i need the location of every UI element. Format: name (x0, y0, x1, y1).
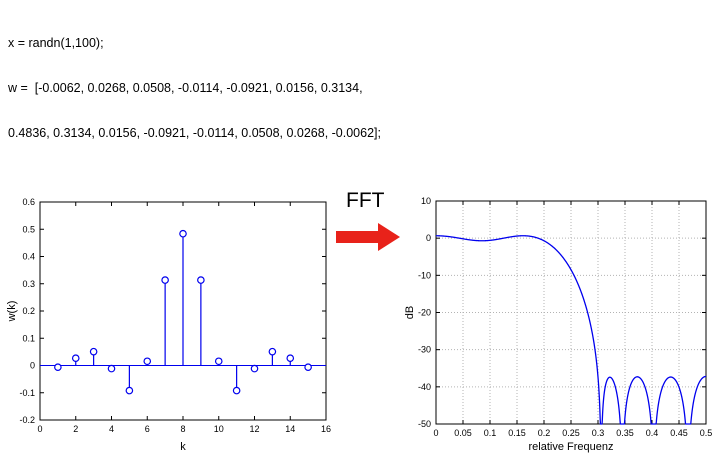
code-line (8, 171, 381, 186)
arrow-head (378, 223, 400, 251)
fft-arrow-icon (336, 221, 400, 253)
svg-text:2: 2 (73, 424, 78, 434)
svg-text:0.1: 0.1 (22, 333, 35, 343)
svg-text:0.1: 0.1 (484, 428, 497, 438)
svg-text:-10: -10 (418, 270, 431, 280)
code-line: x = randn(1,100); (8, 36, 104, 50)
svg-text:0.4: 0.4 (22, 252, 35, 262)
svg-text:16: 16 (321, 424, 331, 434)
svg-text:10: 10 (421, 196, 431, 206)
svg-text:8: 8 (180, 424, 185, 434)
svg-text:dB: dB (404, 306, 416, 319)
stem-plot-filter-coefficients: 0 2 4 6 8 10 12 14 16 -0.2 -0.1 0 0.1 0.2 0.3 0.4 0.5 0.6… (4, 190, 334, 455)
svg-text:12: 12 (249, 424, 259, 434)
svg-text:0.35: 0.35 (616, 428, 634, 438)
svg-text:0.25: 0.25 (562, 428, 580, 438)
svg-text:6: 6 (145, 424, 150, 434)
svg-text:0.45: 0.45 (670, 428, 688, 438)
svg-text:10: 10 (214, 424, 224, 434)
fft-label: FFT (346, 189, 385, 212)
svg-text:14: 14 (285, 424, 295, 434)
svg-text:0.4: 0.4 (646, 428, 659, 438)
arrow-body (336, 231, 378, 243)
svg-text:0.5: 0.5 (700, 428, 713, 438)
svg-text:0: 0 (30, 361, 35, 371)
svg-text:0.2: 0.2 (22, 306, 35, 316)
svg-text:relative Frequenz: relative Frequenz (529, 441, 614, 453)
svg-text:0.6: 0.6 (22, 197, 35, 207)
svg-text:-40: -40 (418, 382, 431, 392)
svg-text:-0.2: -0.2 (19, 415, 35, 425)
svg-text:0.05: 0.05 (454, 428, 472, 438)
svg-text:4: 4 (109, 424, 114, 434)
svg-text:0: 0 (426, 233, 431, 243)
code-line: w = [-0.0062, 0.0268, 0.0508, -0.0114, -… (8, 81, 363, 95)
fft-magnitude-response-plot: 0 0.05 0.1 0.15 0.2 0.25 0.3 0.35 0.4 0.45 0.5 -50 -… (402, 188, 714, 455)
svg-text:0.15: 0.15 (508, 428, 526, 438)
svg-text:-30: -30 (418, 345, 431, 355)
code-line: 0.4836, 0.3134, 0.0156, -0.0921, -0.0114… (8, 126, 381, 140)
svg-text:0.3: 0.3 (22, 279, 35, 289)
svg-text:0: 0 (433, 428, 438, 438)
svg-text:k: k (180, 441, 186, 453)
svg-text:-50: -50 (418, 419, 431, 429)
svg-text:-20: -20 (418, 308, 431, 318)
svg-text:0.5: 0.5 (22, 224, 35, 234)
svg-text:0: 0 (37, 424, 42, 434)
svg-text:0.2: 0.2 (538, 428, 551, 438)
svg-text:-0.1: -0.1 (19, 388, 35, 398)
svg-text:w(k): w(k) (6, 301, 18, 323)
svg-text:0.3: 0.3 (592, 428, 605, 438)
